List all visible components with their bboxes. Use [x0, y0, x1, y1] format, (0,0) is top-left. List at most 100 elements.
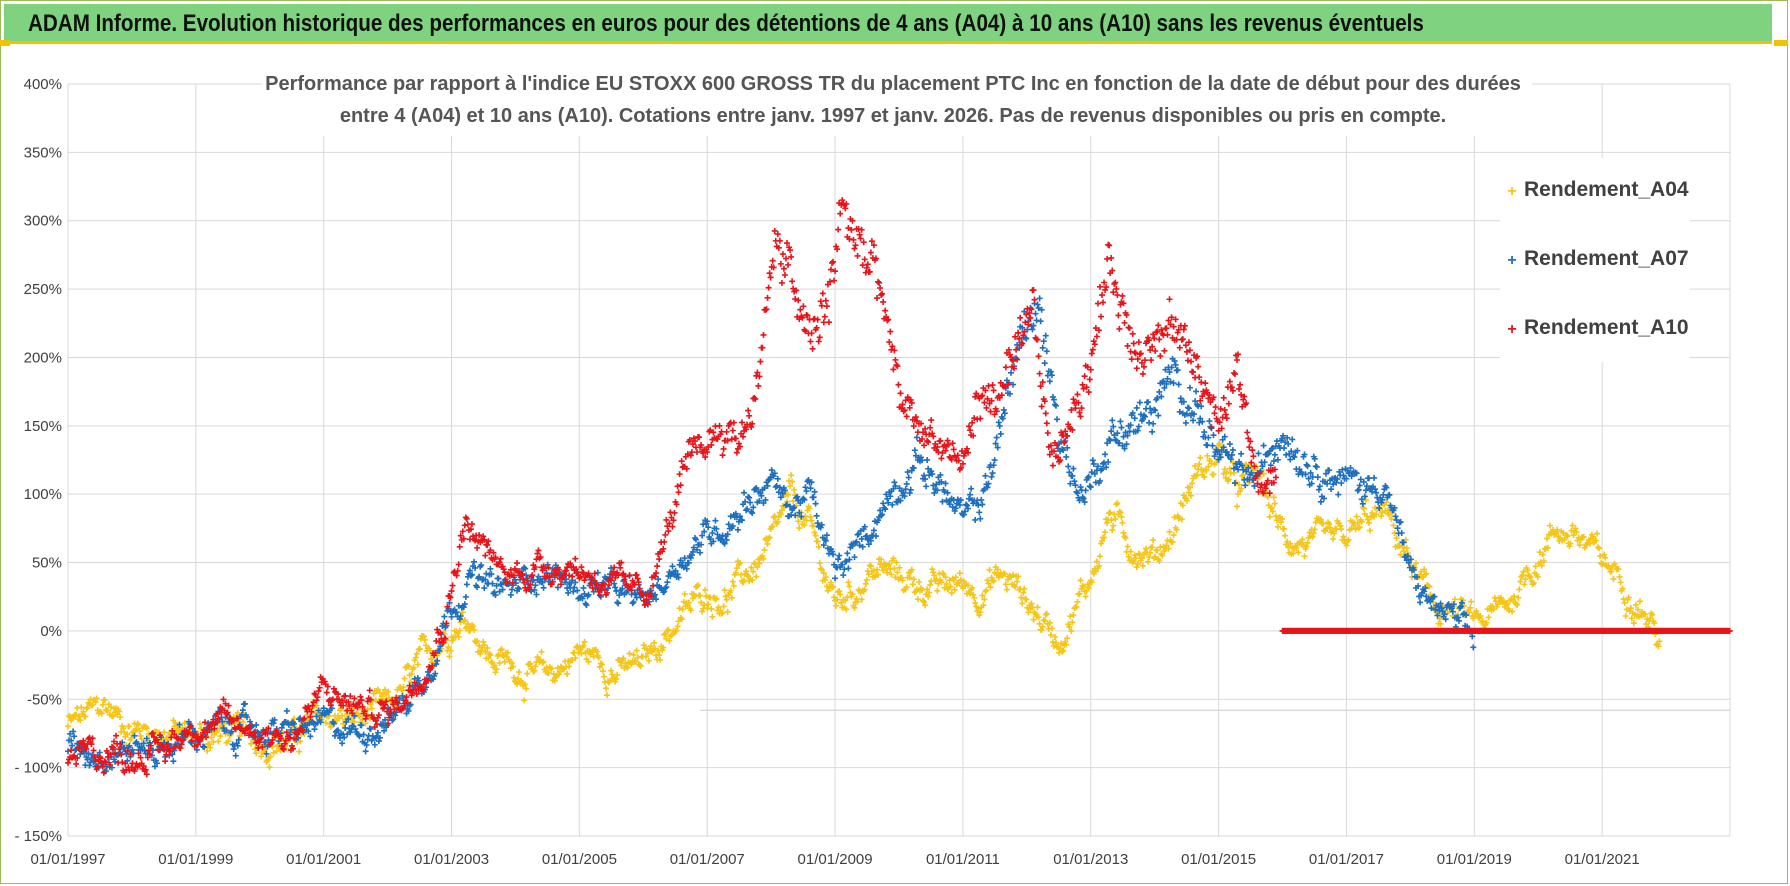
- data-point-rendement-a10: [1127, 348, 1134, 355]
- data-point-rendement-a07: [1360, 478, 1367, 485]
- data-point-rendement-a04: [854, 598, 861, 605]
- data-point-rendement-a10: [127, 751, 134, 758]
- data-point-rendement-a04: [728, 594, 735, 601]
- data-point-rendement-a10: [78, 748, 85, 755]
- data-point-rendement-a10: [612, 574, 619, 581]
- data-point-rendement-a04: [608, 667, 615, 674]
- data-point-rendement-a04: [602, 685, 609, 692]
- data-point-rendement-a07: [1363, 483, 1370, 490]
- data-point-rendement-a04: [815, 543, 822, 550]
- data-point-rendement-a07: [1166, 369, 1173, 376]
- data-point-rendement-a04: [1403, 545, 1410, 552]
- data-point-rendement-a07: [499, 586, 506, 593]
- data-point-rendement-a04: [1131, 552, 1138, 559]
- data-point-rendement-a10: [1044, 429, 1051, 436]
- data-point-rendement-a10: [1046, 451, 1053, 458]
- data-point-rendement-a04: [421, 636, 428, 643]
- data-point-rendement-a10: [1070, 396, 1077, 403]
- data-point-rendement-a10: [1004, 381, 1011, 388]
- data-point-rendement-a04: [699, 608, 706, 615]
- data-point-rendement-a04: [909, 581, 916, 588]
- data-point-rendement-a10: [990, 387, 997, 394]
- data-point-rendement-a04: [1171, 514, 1178, 521]
- data-point-rendement-a10: [745, 407, 752, 414]
- y-tick-label: 350%: [24, 144, 62, 161]
- data-point-rendement-a07: [978, 496, 985, 503]
- data-point-rendement-a04: [701, 602, 708, 609]
- data-point-rendement-a10: [373, 721, 380, 728]
- data-point-rendement-a07: [1175, 381, 1182, 388]
- data-point-rendement-a07: [1371, 474, 1378, 481]
- data-point-rendement-a10: [1156, 336, 1163, 343]
- data-point-rendement-a04: [1173, 526, 1180, 533]
- data-point-rendement-a04: [1213, 459, 1220, 466]
- data-point-rendement-a04: [378, 693, 385, 700]
- data-point-rendement-a04: [1379, 509, 1386, 516]
- data-point-rendement-a10: [874, 295, 881, 302]
- data-point-rendement-a04: [1179, 502, 1186, 509]
- data-point-rendement-a04: [470, 623, 477, 630]
- data-point-rendement-a04: [1233, 479, 1239, 486]
- data-point-rendement-a10: [1106, 242, 1113, 249]
- data-point-rendement-a07: [1016, 345, 1023, 352]
- data-point-rendement-a04: [1156, 558, 1163, 565]
- data-point-rendement-a07: [392, 712, 399, 719]
- data-point-rendement-a10: [255, 744, 262, 751]
- data-point-rendement-a10: [938, 455, 945, 462]
- data-point-rendement-a04: [1509, 608, 1516, 615]
- data-point-rendement-a04: [944, 586, 951, 593]
- data-point-rendement-a04: [1363, 513, 1370, 520]
- data-point-rendement-a10: [436, 638, 443, 645]
- data-point-rendement-a07: [985, 480, 992, 487]
- data-point-rendement-a07: [1163, 380, 1170, 387]
- data-point-rendement-a04: [1378, 513, 1385, 520]
- data-point-rendement-a10: [135, 750, 142, 757]
- data-point-rendement-a07: [356, 733, 363, 740]
- data-point-rendement-a04: [834, 596, 841, 603]
- data-point-rendement-a10: [981, 399, 988, 406]
- data-point-rendement-a07: [976, 509, 983, 516]
- data-point-rendement-a07: [801, 496, 808, 503]
- data-point-rendement-a07: [481, 585, 488, 592]
- data-point-rendement-a04: [1243, 461, 1250, 468]
- data-point-rendement-a04: [1506, 607, 1513, 614]
- data-point-rendement-a07: [483, 570, 490, 577]
- data-point-rendement-a04: [768, 524, 775, 531]
- data-point-rendement-a07: [1307, 469, 1314, 476]
- data-point-rendement-a10: [899, 401, 906, 408]
- data-point-rendement-a07: [993, 434, 1000, 441]
- data-point-rendement-a10: [978, 393, 985, 400]
- data-point-rendement-a10: [288, 742, 295, 749]
- data-point-rendement-a07: [922, 476, 929, 483]
- data-point-rendement-a07: [1124, 432, 1131, 439]
- data-point-rendement-a07: [707, 536, 714, 543]
- data-point-rendement-a10: [1248, 459, 1255, 466]
- data-point-rendement-a04: [1300, 542, 1307, 549]
- data-point-rendement-a04: [858, 596, 865, 603]
- data-point-rendement-a07: [516, 586, 523, 593]
- data-point-rendement-a04: [496, 660, 503, 667]
- data-point-rendement-a04: [581, 638, 588, 645]
- data-point-rendement-a07: [1260, 442, 1267, 449]
- data-point-rendement-a07: [1320, 495, 1327, 502]
- data-point-rendement-a04: [721, 587, 728, 594]
- data-point-rendement-a04: [1053, 639, 1059, 646]
- data-point-rendement-a07: [853, 538, 860, 545]
- data-point-rendement-a10: [389, 697, 396, 704]
- data-point-rendement-a04: [550, 670, 557, 677]
- data-point-rendement-a04: [1035, 614, 1042, 621]
- data-point-rendement-a04: [455, 633, 462, 640]
- data-point-rendement-a10: [196, 737, 203, 744]
- data-point-rendement-a07: [1284, 434, 1291, 441]
- data-point-rendement-a07: [68, 737, 75, 744]
- data-point-rendement-a10: [998, 392, 1005, 399]
- data-point-rendement-a04: [1106, 510, 1113, 517]
- data-point-rendement-a10: [187, 722, 194, 729]
- data-point-rendement-a10: [1194, 353, 1201, 360]
- data-point-rendement-a10: [1201, 390, 1208, 397]
- data-point-rendement-a04: [1107, 509, 1114, 516]
- data-point-rendement-a04: [1109, 527, 1116, 534]
- data-point-rendement-a07: [675, 574, 682, 581]
- data-point-rendement-a07: [86, 762, 93, 769]
- data-point-rendement-a10: [897, 390, 904, 397]
